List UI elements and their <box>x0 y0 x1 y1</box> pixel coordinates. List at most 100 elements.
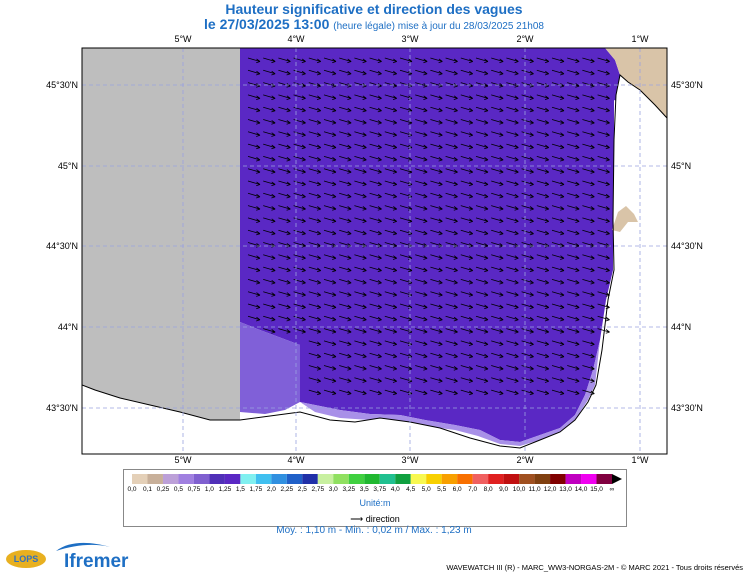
direction-arrow <box>308 352 322 359</box>
direction-arrow <box>384 254 398 260</box>
direction-arrow <box>597 156 610 162</box>
direction-arrow <box>597 217 610 223</box>
direction-arrow <box>430 254 443 260</box>
direction-arrow <box>339 106 352 113</box>
legend-label: 3,5 <box>359 486 369 493</box>
direction-arrow <box>430 217 443 223</box>
direction-arrow <box>491 205 504 211</box>
direction-arrow <box>247 217 261 223</box>
direction-arrow <box>491 254 504 260</box>
direction-arrow <box>339 69 352 76</box>
direction-arrow <box>308 69 322 76</box>
direction-arrow <box>475 131 489 137</box>
direction-arrow <box>415 303 428 310</box>
direction-arrow <box>551 156 565 162</box>
direction-arrow <box>491 192 504 199</box>
direction-arrow <box>430 94 443 100</box>
direction-arrow <box>415 180 428 187</box>
direction-arrow <box>354 205 367 211</box>
direction-arrow <box>293 143 306 150</box>
legend-label: 2,25 <box>280 486 294 493</box>
direction-arrow <box>521 156 534 162</box>
direction-arrow <box>567 291 580 297</box>
direction-arrow <box>415 315 428 322</box>
direction-arrow <box>567 328 580 334</box>
direction-arrow <box>475 242 489 248</box>
direction-arrow <box>506 328 519 334</box>
direction-arrow <box>551 143 565 150</box>
direction-arrow <box>567 94 580 100</box>
direction-arrow <box>308 315 322 322</box>
footer-credits: WAVEWATCH III (R) - MARC_WW3-NORGAS-2M -… <box>446 563 743 572</box>
direction-arrow <box>399 266 413 273</box>
legend-swatch <box>534 474 551 484</box>
direction-arrow <box>323 279 337 285</box>
direction-arrow <box>308 156 322 162</box>
direction-arrow <box>308 119 322 125</box>
direction-arrow <box>384 229 398 236</box>
direction-arrow <box>567 205 580 211</box>
direction-arrow <box>415 69 428 76</box>
direction-arrow <box>460 254 474 260</box>
direction-arrow <box>323 205 337 211</box>
direction-arrow <box>384 328 398 334</box>
legend-swatch <box>333 474 349 484</box>
longitude-label: 4°W <box>287 455 305 465</box>
direction-arrow <box>491 119 504 125</box>
direction-arrow <box>582 279 595 285</box>
direction-arrow <box>582 303 595 310</box>
direction-arrow <box>460 340 474 346</box>
direction-arrow <box>506 156 519 162</box>
direction-arrow <box>308 57 322 64</box>
direction-arrow <box>339 119 352 125</box>
direction-arrow <box>460 266 474 273</box>
direction-arrow <box>521 131 534 137</box>
direction-arrow <box>430 340 443 346</box>
direction-arrow <box>460 94 474 100</box>
direction-arrow <box>521 180 534 187</box>
legend-swatch <box>488 474 504 484</box>
legend-swatch <box>302 474 318 484</box>
direction-arrow <box>308 291 322 297</box>
direction-arrow <box>369 143 382 150</box>
direction-arrow <box>323 192 337 199</box>
direction-arrow <box>263 266 276 273</box>
direction-arrow <box>308 303 322 310</box>
direction-arrow <box>582 192 595 199</box>
direction-arrow <box>521 106 534 113</box>
direction-arrow <box>308 328 322 334</box>
direction-arrow <box>369 229 382 236</box>
direction-arrow <box>506 229 519 236</box>
statistics-line: Moy. : 1,10 m - Min. : 0,02 m / Max. : 1… <box>276 525 472 536</box>
direction-arrow <box>582 94 595 100</box>
direction-arrow <box>506 279 519 285</box>
direction-arrow <box>445 365 458 371</box>
legend-swatch <box>178 474 194 484</box>
legend-swatch <box>503 474 520 484</box>
direction-arrow <box>247 192 261 199</box>
legend-label: 2,5 <box>297 486 307 493</box>
direction-arrow <box>278 328 291 334</box>
direction-arrow <box>415 352 428 359</box>
direction-arrow <box>323 328 337 334</box>
direction-arrow <box>354 57 367 64</box>
longitude-label: 3°W <box>401 455 419 465</box>
legend-label: 0,0 <box>127 486 137 493</box>
direction-arrow <box>354 328 367 334</box>
direction-arrow <box>551 266 565 273</box>
legend-swatch <box>348 474 365 484</box>
direction-arrow <box>415 205 428 211</box>
latitude-label: 44°30'N <box>46 241 78 251</box>
direction-arrow <box>369 303 382 310</box>
direction-arrow <box>506 94 519 100</box>
direction-arrow <box>278 279 291 285</box>
direction-arrow <box>551 242 565 248</box>
direction-arrow <box>597 205 610 211</box>
direction-arrow <box>475 69 489 76</box>
direction-arrow <box>354 365 367 371</box>
direction-arrow <box>460 82 474 88</box>
direction-arrow <box>567 57 580 64</box>
direction-arrow <box>475 352 489 359</box>
legend-label: 3,75 <box>373 486 387 493</box>
direction-arrow <box>247 266 261 273</box>
